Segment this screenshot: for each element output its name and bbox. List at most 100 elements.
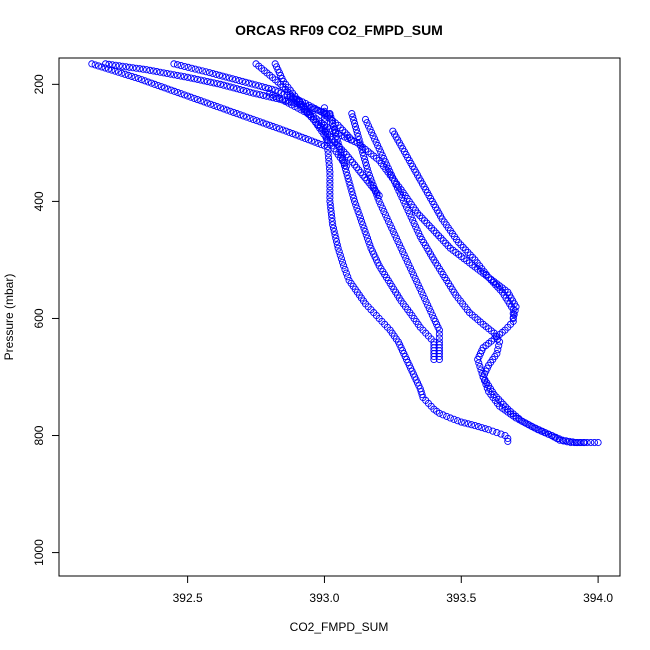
data-point [138, 76, 146, 84]
data-point [428, 311, 436, 319]
data-point [320, 142, 329, 150]
data-point [344, 273, 352, 281]
data-point [326, 172, 334, 180]
data-point [154, 81, 162, 90]
data-point [349, 191, 357, 199]
data-point [363, 165, 371, 173]
data-point [285, 128, 293, 136]
data-point [239, 112, 247, 120]
data-point [350, 197, 359, 205]
data-point [347, 184, 355, 192]
data-point [197, 76, 205, 84]
data-point [143, 66, 151, 74]
data-point [343, 171, 351, 179]
data-point [348, 188, 356, 196]
data-point [164, 85, 172, 93]
data-point [437, 234, 445, 242]
data-point [355, 211, 363, 219]
data-point [409, 216, 417, 224]
data-point [326, 186, 334, 194]
data-point [474, 423, 482, 431]
data-point [461, 419, 469, 427]
data-point [230, 84, 238, 92]
data-point [425, 304, 433, 312]
data-point [580, 438, 588, 447]
data-point [346, 181, 354, 189]
data-point [311, 138, 319, 146]
data-point [230, 108, 238, 116]
data-point [334, 244, 342, 252]
data-point [412, 223, 420, 231]
data-point [362, 162, 370, 170]
data-point [243, 87, 251, 95]
data-point [501, 403, 510, 411]
data-point [282, 97, 290, 105]
data-point [326, 194, 334, 202]
data-point [476, 362, 484, 371]
data-point [361, 227, 369, 236]
data-point [509, 314, 517, 323]
data-point [392, 234, 400, 242]
data-point [184, 63, 192, 71]
data-point [262, 92, 270, 100]
data-point [265, 84, 273, 92]
data-point [325, 161, 333, 169]
data-point [132, 64, 140, 72]
data-point [334, 130, 342, 138]
data-point [226, 83, 234, 91]
data-point [362, 231, 370, 239]
data-point [490, 390, 498, 399]
data-point [301, 134, 309, 143]
data-point [136, 65, 144, 73]
data-point [184, 73, 192, 81]
data-point [364, 168, 372, 176]
data-point [462, 246, 470, 254]
data-point [101, 64, 109, 72]
data-point [352, 201, 360, 209]
data-point [478, 369, 486, 378]
data-point [256, 91, 264, 99]
y-tick-label: 800 [32, 425, 46, 445]
data-point [353, 204, 361, 212]
data-point [216, 104, 225, 112]
data-point [375, 191, 383, 200]
data-point [233, 110, 241, 118]
data-point [450, 415, 458, 423]
data-point [253, 90, 261, 98]
data-point [329, 221, 337, 229]
data-point [269, 122, 277, 131]
data-point [331, 231, 339, 239]
data-point [402, 254, 410, 262]
data-point [144, 78, 152, 86]
data-point [325, 157, 333, 165]
data-point [496, 286, 504, 294]
x-tick-label: 393.5 [446, 591, 476, 605]
data-point [336, 124, 344, 132]
data-point [225, 74, 233, 82]
data-point [527, 422, 535, 430]
data-point [416, 212, 424, 220]
data-point [494, 346, 502, 354]
data-point [272, 94, 280, 102]
data-point [537, 427, 545, 435]
data-point [203, 77, 211, 86]
data-point [335, 248, 343, 256]
data-point [493, 429, 501, 437]
data-point [112, 61, 120, 69]
data-point [380, 207, 388, 215]
data-point [574, 438, 582, 447]
data-point [432, 229, 440, 237]
data-point [544, 430, 552, 438]
data-point [125, 63, 134, 71]
data-point [304, 136, 313, 144]
data-point [190, 75, 198, 83]
data-point [495, 395, 503, 403]
data-point [149, 67, 157, 75]
data-point [369, 132, 377, 140]
data-point [166, 70, 175, 78]
data-point [406, 264, 415, 272]
data-point [348, 136, 356, 144]
data-point [399, 248, 407, 256]
data-point [570, 438, 578, 447]
data-point [340, 262, 348, 270]
